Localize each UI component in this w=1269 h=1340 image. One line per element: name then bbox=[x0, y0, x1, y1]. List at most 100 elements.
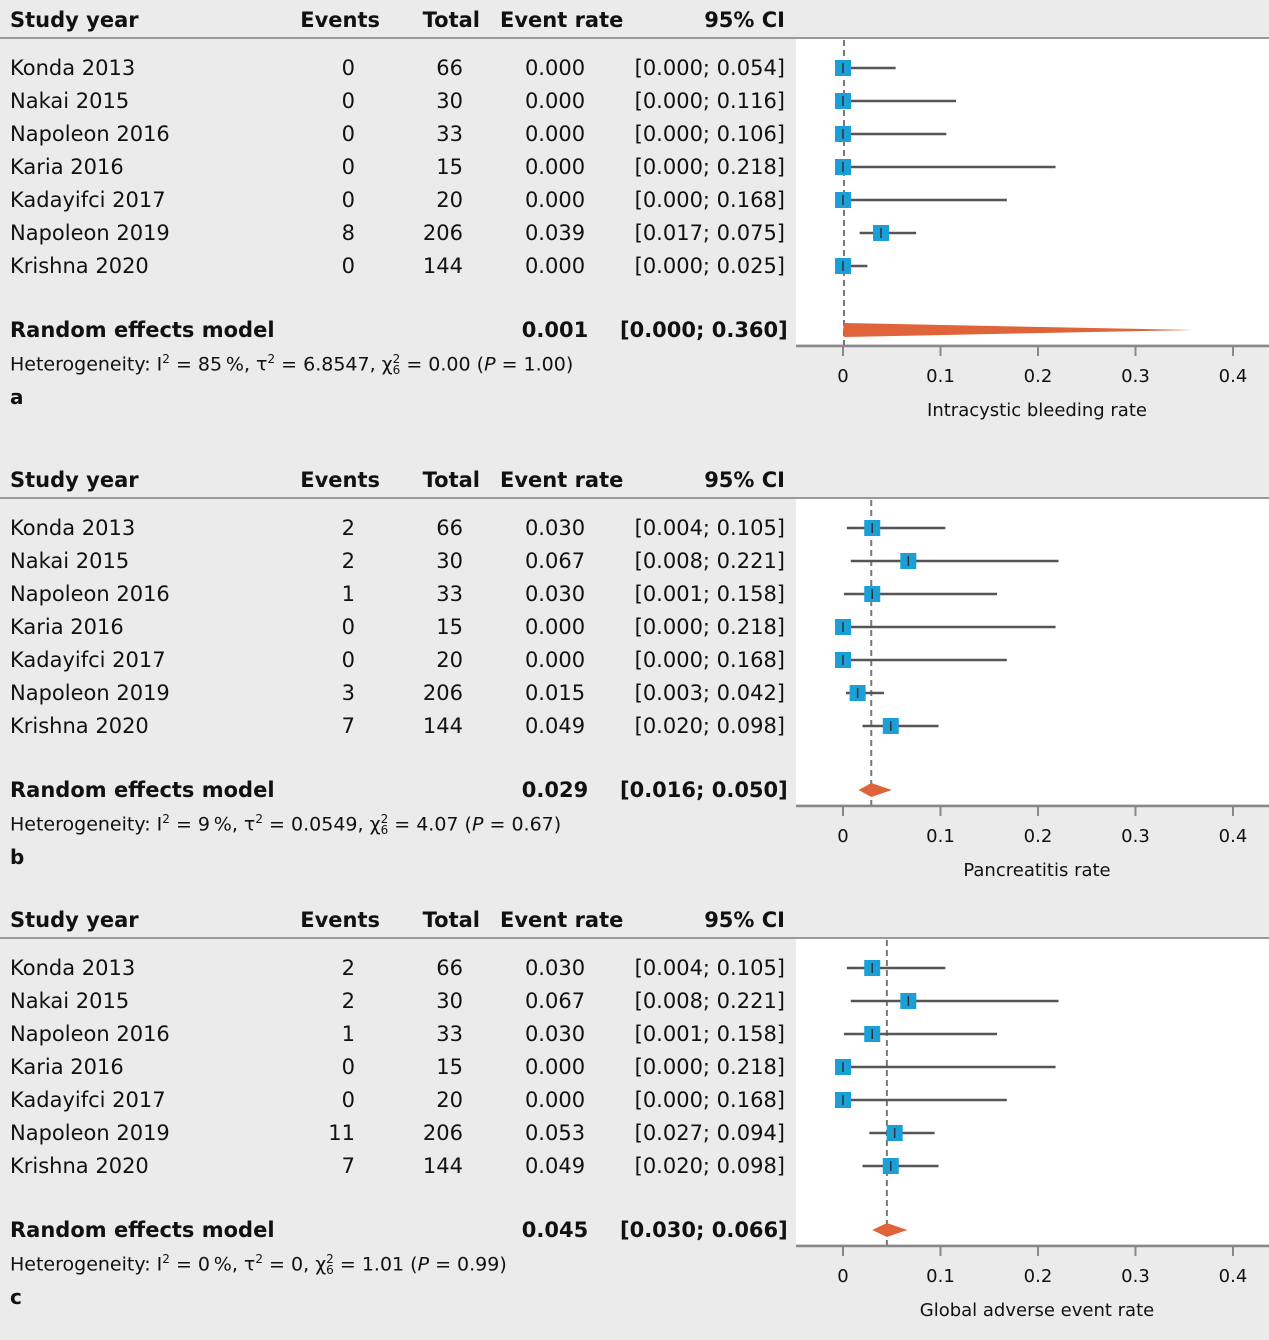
study-name: Krishna 2020 bbox=[10, 714, 149, 738]
study-name: Napoleon 2016 bbox=[10, 582, 170, 606]
forest-plot-svg: 0 0.1 0.2 0.3 0.4 Pancreatitis rate bbox=[796, 500, 1269, 881]
study-events: 2 bbox=[341, 549, 355, 573]
study-total: 30 bbox=[436, 89, 463, 113]
study-events: 0 bbox=[341, 188, 355, 212]
study-ci: [0.000; 0.054] bbox=[634, 56, 785, 80]
study-event-rate: 0.000 bbox=[524, 188, 586, 212]
study-events: 3 bbox=[341, 681, 355, 705]
study-ci: [0.008; 0.221] bbox=[634, 989, 785, 1013]
x-tick-label: 0.1 bbox=[926, 366, 955, 387]
plot-area bbox=[796, 938, 1269, 1244]
forest-panel-c: Study year Events Total Event rate 95% CI Kon… bbox=[0, 900, 1269, 1340]
study-event-rate: 0.030 bbox=[524, 956, 586, 980]
plot-area bbox=[796, 38, 1269, 344]
study-total: 20 bbox=[436, 188, 463, 212]
study-ci: [0.001; 0.158] bbox=[634, 582, 785, 606]
study-name: Konda 2013 bbox=[10, 516, 136, 540]
study-name: Krishna 2020 bbox=[10, 1154, 149, 1178]
study-event-rate: 0.067 bbox=[524, 989, 586, 1013]
study-total: 33 bbox=[436, 122, 463, 146]
study-ci: [0.000; 0.218] bbox=[634, 615, 785, 639]
study-event-rate: 0.030 bbox=[524, 516, 586, 540]
study-event-rate: 0.000 bbox=[524, 615, 586, 639]
study-total: 206 bbox=[422, 681, 463, 705]
study-total: 20 bbox=[436, 1088, 463, 1112]
study-name: Napoleon 2019 bbox=[10, 221, 170, 245]
study-ci: [0.000; 0.168] bbox=[634, 648, 785, 672]
x-tick-label: 0.3 bbox=[1121, 826, 1150, 847]
study-events: 1 bbox=[341, 582, 355, 606]
study-events: 1 bbox=[341, 1022, 355, 1046]
study-total: 33 bbox=[436, 582, 463, 606]
study-events: 7 bbox=[341, 1154, 355, 1178]
study-event-rate: 0.049 bbox=[524, 714, 586, 738]
study-name: Nakai 2015 bbox=[10, 89, 130, 113]
x-tick-label: 0.2 bbox=[1024, 1266, 1053, 1287]
study-events: 0 bbox=[341, 1055, 355, 1079]
pooled-ci: [0.000; 0.360] bbox=[620, 318, 788, 342]
study-name: Kadayifci 2017 bbox=[10, 1088, 166, 1112]
study-ci: [0.003; 0.042] bbox=[634, 681, 785, 705]
header-study: Study year bbox=[10, 8, 139, 32]
study-ci: [0.004; 0.105] bbox=[634, 516, 785, 540]
study-ci: [0.001; 0.158] bbox=[634, 1022, 785, 1046]
study-ci: [0.000; 0.218] bbox=[634, 155, 785, 179]
study-event-rate: 0.000 bbox=[524, 56, 586, 80]
study-event-rate: 0.049 bbox=[524, 1154, 586, 1178]
study-event-rate: 0.000 bbox=[524, 648, 586, 672]
header-ci: 95% CI bbox=[704, 8, 785, 32]
study-total: 30 bbox=[436, 989, 463, 1013]
study-total: 15 bbox=[436, 1055, 463, 1079]
header-ci: 95% CI bbox=[704, 908, 785, 932]
x-tick-label: 0.1 bbox=[926, 826, 955, 847]
study-events: 11 bbox=[328, 1121, 355, 1145]
study-name: Kadayifci 2017 bbox=[10, 648, 166, 672]
study-name: Napoleon 2019 bbox=[10, 1121, 170, 1145]
header-event-rate: Event rate bbox=[500, 8, 624, 32]
study-name: Karia 2016 bbox=[10, 615, 124, 639]
study-events: 0 bbox=[341, 615, 355, 639]
forest-panel-a: Study year Events Total Event rate 95% CI Kon… bbox=[0, 0, 1269, 440]
study-name: Kadayifci 2017 bbox=[10, 188, 166, 212]
study-event-rate: 0.053 bbox=[524, 1121, 586, 1145]
pooled-rate: 0.001 bbox=[521, 318, 589, 342]
study-ci: [0.008; 0.221] bbox=[634, 549, 785, 573]
forest-plot-svg: 0 0.1 0.2 0.3 0.4 Global adverse event rate bbox=[796, 940, 1269, 1321]
study-total: 144 bbox=[422, 714, 463, 738]
study-ci: [0.000; 0.218] bbox=[634, 1055, 785, 1079]
study-total: 206 bbox=[422, 221, 463, 245]
study-total: 15 bbox=[436, 155, 463, 179]
study-total: 144 bbox=[422, 254, 463, 278]
pooled-diamond bbox=[858, 783, 892, 797]
study-ci: [0.017; 0.075] bbox=[634, 221, 785, 245]
header-total: Total bbox=[422, 468, 480, 492]
header-study: Study year bbox=[10, 908, 139, 932]
study-name: Nakai 2015 bbox=[10, 989, 130, 1013]
header-divider bbox=[0, 937, 1269, 939]
study-event-rate: 0.000 bbox=[524, 122, 586, 146]
forest-panel-b: Study year Events Total Event rate 95% CI Kon… bbox=[0, 460, 1269, 900]
study-name: Karia 2016 bbox=[10, 155, 124, 179]
study-events: 2 bbox=[341, 989, 355, 1013]
study-events: 0 bbox=[341, 122, 355, 146]
header-events: Events bbox=[300, 8, 380, 32]
header-ci: 95% CI bbox=[704, 468, 785, 492]
panel-label: b bbox=[10, 845, 25, 869]
header-event-rate: Event rate bbox=[500, 908, 624, 932]
x-tick-label: 0.3 bbox=[1121, 366, 1150, 387]
study-events: 8 bbox=[341, 221, 355, 245]
study-events: 7 bbox=[341, 714, 355, 738]
study-name: Napoleon 2019 bbox=[10, 681, 170, 705]
x-tick-label: 0 bbox=[837, 366, 848, 387]
forest-plot-svg: 0 0.1 0.2 0.3 0.4 Intracystic bleeding rate bbox=[796, 40, 1269, 421]
study-ci: [0.027; 0.094] bbox=[634, 1121, 785, 1145]
study-event-rate: 0.000 bbox=[524, 1055, 586, 1079]
header-events: Events bbox=[300, 468, 380, 492]
study-event-rate: 0.030 bbox=[524, 1022, 586, 1046]
study-events: 0 bbox=[341, 155, 355, 179]
x-tick-label: 0.2 bbox=[1024, 366, 1053, 387]
header-divider bbox=[0, 37, 1269, 39]
study-events: 2 bbox=[341, 516, 355, 540]
